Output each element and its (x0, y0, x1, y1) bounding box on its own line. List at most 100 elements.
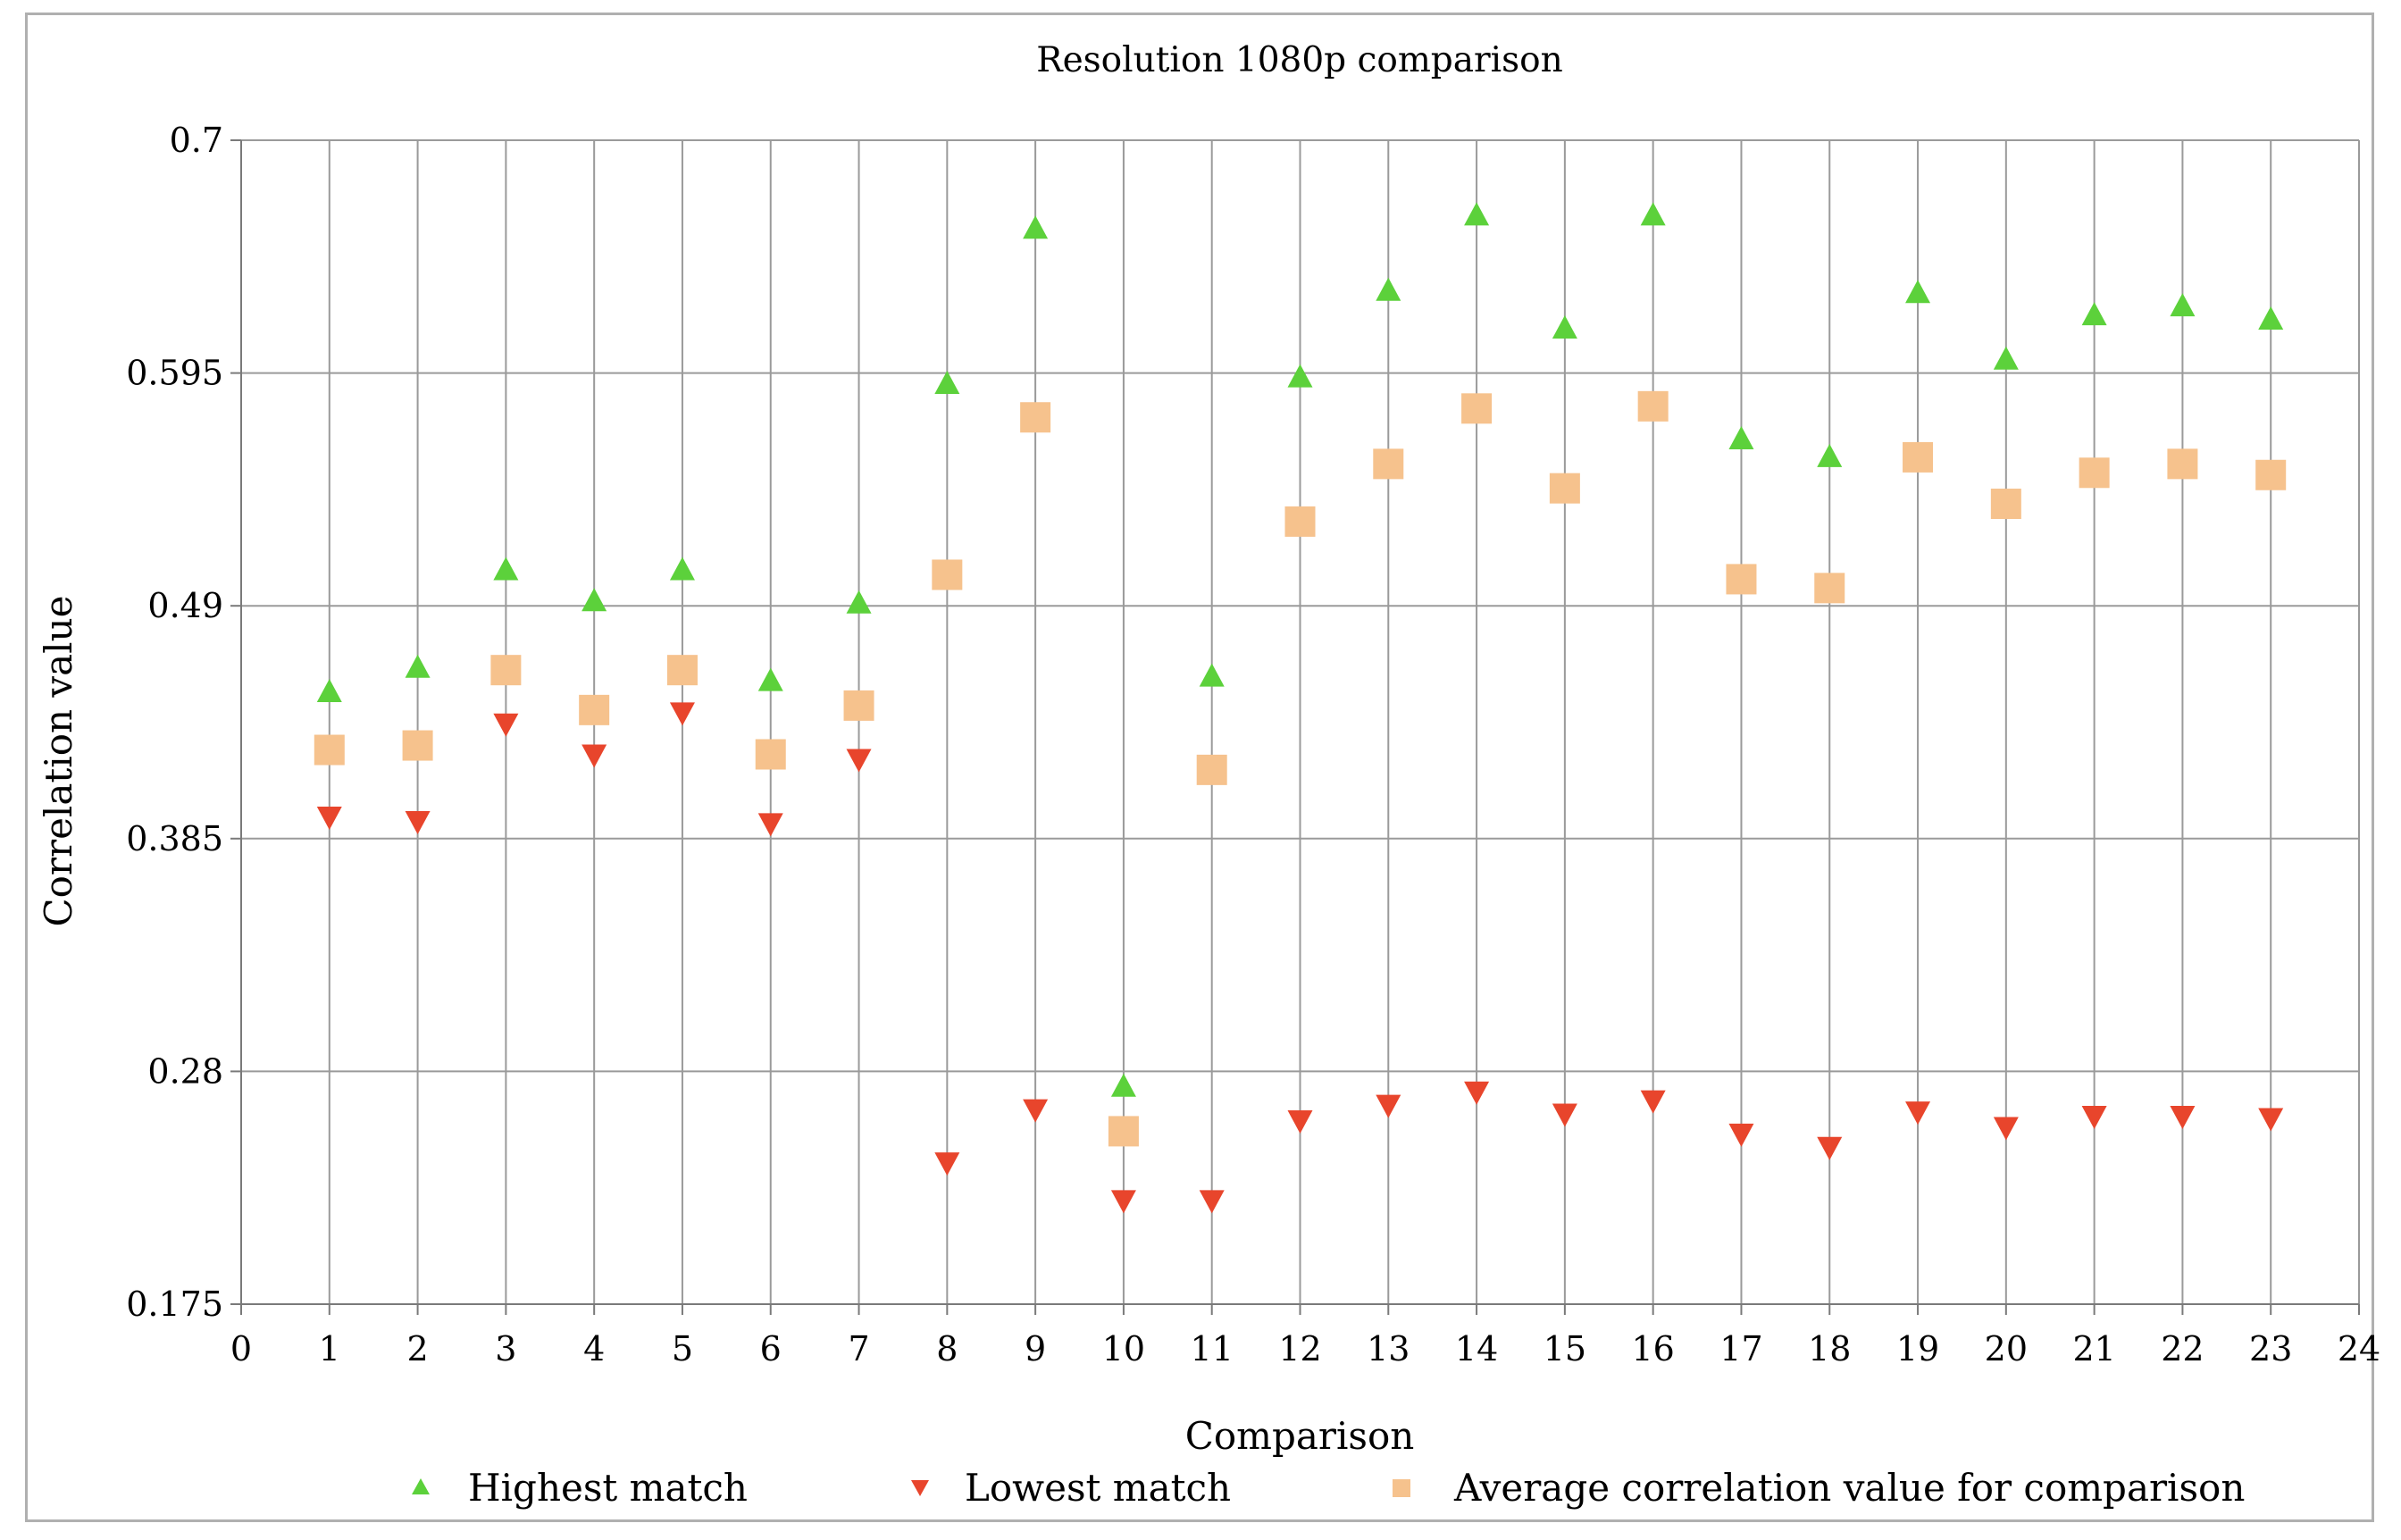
point-lowest-match-21 (2081, 1106, 2107, 1130)
x-axis-label: Comparison (1185, 1414, 1415, 1458)
point-average-correlation-value-for-comparison-19 (1903, 441, 1934, 473)
legend-label-average: Average correlation value for comparison (1453, 1466, 2245, 1510)
point-average-correlation-value-for-comparison-17 (1726, 564, 1757, 595)
x-tick-label: 13 (1367, 1329, 1410, 1368)
x-tick-label: 14 (1455, 1329, 1498, 1368)
point-average-correlation-value-for-comparison-21 (2079, 457, 2110, 489)
point-lowest-match-17 (1728, 1123, 1754, 1147)
y-tick-label: 0.49 (147, 586, 223, 625)
point-highest-match-23 (2258, 306, 2284, 331)
point-highest-match-5 (669, 557, 695, 581)
point-highest-match-22 (2170, 293, 2196, 317)
point-average-correlation-value-for-comparison-10 (1108, 1116, 1139, 1147)
point-highest-match-10 (1110, 1073, 1136, 1097)
point-lowest-match-10 (1110, 1190, 1136, 1214)
point-highest-match-9 (1023, 215, 1049, 239)
x-tick-label: 6 (760, 1329, 782, 1368)
point-highest-match-13 (1376, 277, 1401, 301)
x-tick-label: 24 (2338, 1329, 2380, 1368)
point-average-correlation-value-for-comparison-15 (1549, 473, 1580, 504)
point-average-correlation-value-for-comparison-8 (932, 559, 963, 590)
point-lowest-match-13 (1376, 1094, 1401, 1118)
point-average-correlation-value-for-comparison-13 (1373, 448, 1404, 480)
x-tick-label: 10 (1102, 1329, 1145, 1368)
point-average-correlation-value-for-comparison-12 (1284, 506, 1316, 537)
point-highest-match-7 (846, 590, 872, 614)
point-average-correlation-value-for-comparison-16 (1637, 390, 1669, 422)
x-tick-label: 9 (1025, 1329, 1046, 1368)
x-tick-label: 11 (1191, 1329, 1234, 1368)
point-lowest-match-18 (1817, 1136, 1843, 1160)
point-highest-match-19 (1905, 280, 1931, 304)
point-highest-match-21 (2081, 302, 2107, 326)
y-tick-label: 0.385 (126, 819, 223, 858)
x-tick-label: 1 (319, 1329, 340, 1368)
x-tick-label: 3 (495, 1329, 516, 1368)
x-tick-label: 4 (583, 1329, 605, 1368)
point-lowest-match-9 (1023, 1099, 1049, 1123)
point-highest-match-18 (1817, 443, 1843, 467)
point-lowest-match-22 (2170, 1106, 2196, 1130)
point-average-correlation-value-for-comparison-14 (1461, 393, 1493, 424)
point-average-correlation-value-for-comparison-9 (1020, 402, 1051, 433)
point-highest-match-6 (757, 667, 783, 691)
point-lowest-match-5 (669, 702, 695, 726)
point-lowest-match-7 (846, 749, 872, 773)
legend-label-lowest-match: Lowest match (965, 1466, 1231, 1510)
y-tick-label: 0.595 (126, 354, 223, 393)
point-average-correlation-value-for-comparison-2 (402, 730, 433, 761)
point-lowest-match-11 (1199, 1190, 1225, 1214)
point-average-correlation-value-for-comparison-7 (843, 690, 874, 721)
point-lowest-match-6 (757, 813, 783, 837)
point-highest-match-20 (1993, 346, 2019, 370)
point-highest-match-12 (1287, 364, 1313, 388)
point-average-correlation-value-for-comparison-20 (1990, 489, 2021, 520)
point-highest-match-3 (493, 557, 519, 581)
x-tick-label: 15 (1544, 1329, 1586, 1368)
y-tick-label: 0.28 (147, 1051, 223, 1091)
point-highest-match-17 (1728, 426, 1754, 450)
point-average-correlation-value-for-comparison-11 (1196, 754, 1227, 785)
x-tick-label: 23 (2249, 1329, 2292, 1368)
point-lowest-match-3 (493, 713, 519, 737)
point-average-correlation-value-for-comparison-1 (314, 734, 345, 766)
point-lowest-match-2 (405, 810, 431, 834)
x-tick-label: 7 (848, 1329, 869, 1368)
x-tick-label: 20 (1985, 1329, 2028, 1368)
point-lowest-match-15 (1552, 1103, 1577, 1127)
point-average-correlation-value-for-comparison-3 (490, 655, 522, 686)
point-lowest-match-16 (1640, 1090, 1666, 1114)
point-average-correlation-value-for-comparison-5 (666, 655, 698, 686)
legend-marker-lowest-match (911, 1480, 929, 1496)
y-axis-label: Correlation value (37, 595, 80, 926)
point-highest-match-16 (1640, 202, 1666, 226)
x-tick-label: 18 (1808, 1329, 1851, 1368)
x-tick-label: 0 (230, 1329, 252, 1368)
legend: Highest match Lowest match Average corre… (412, 1466, 2245, 1510)
x-tick-label: 21 (2072, 1329, 2115, 1368)
point-average-correlation-value-for-comparison-4 (579, 694, 610, 725)
point-lowest-match-19 (1905, 1101, 1931, 1126)
point-average-correlation-value-for-comparison-22 (2167, 448, 2198, 480)
y-tick-label: 0.175 (126, 1285, 223, 1324)
point-highest-match-2 (405, 654, 431, 678)
point-lowest-match-20 (1993, 1117, 2019, 1141)
point-lowest-match-14 (1464, 1081, 1490, 1105)
point-lowest-match-4 (581, 744, 607, 768)
point-average-correlation-value-for-comparison-23 (2255, 459, 2287, 490)
point-lowest-match-23 (2258, 1108, 2284, 1132)
point-highest-match-11 (1199, 663, 1225, 687)
point-highest-match-15 (1552, 314, 1577, 339)
x-tick-label: 19 (1896, 1329, 1939, 1368)
marks-layer (314, 202, 2287, 1214)
legend-label-highest-match: Highest match (468, 1466, 748, 1510)
x-tick-label: 12 (1278, 1329, 1321, 1368)
point-lowest-match-8 (934, 1152, 960, 1176)
x-tick-label: 22 (2161, 1329, 2204, 1368)
x-tick-label: 16 (1631, 1329, 1674, 1368)
chart-title: Resolution 1080p comparison (1036, 40, 1563, 80)
point-highest-match-14 (1464, 202, 1490, 226)
point-highest-match-4 (581, 588, 607, 612)
